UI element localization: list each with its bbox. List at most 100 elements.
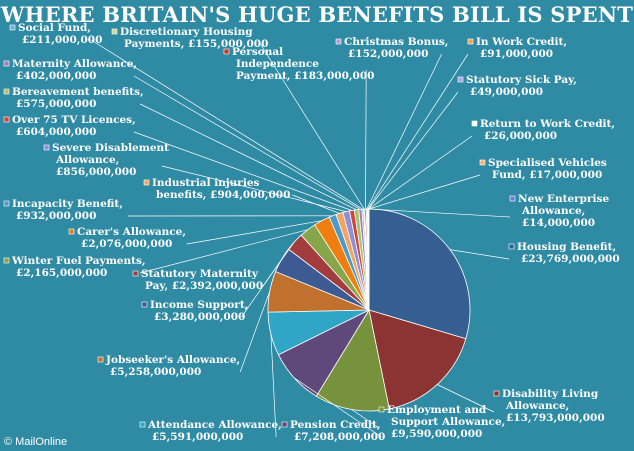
legend-key-square (9, 24, 16, 31)
data-label: Christmas Bonus, (344, 36, 448, 48)
data-label: Allowance, (55, 154, 119, 166)
legend-key-square (457, 76, 464, 83)
data-label: Payment, £183,000,000 (236, 70, 374, 82)
data-label: Industrial injuries (152, 177, 260, 189)
data-label: Personal (232, 46, 283, 58)
data-label: £9,590,000,000 (391, 428, 482, 440)
legend-key-square (3, 116, 10, 123)
data-label: Incapacity Benefit, (12, 198, 123, 210)
leader-line (140, 229, 308, 274)
data-label: £402,000,000 (16, 70, 96, 82)
data-label: Severe Disablement (52, 142, 169, 154)
pie-label-disability-living-allowance: Disability LivingAllowance,£13,793,000,0… (437, 384, 605, 424)
legend-key-square (143, 179, 150, 186)
mailonline-credit: © MailOnline (4, 436, 68, 448)
leader-line (139, 103, 357, 211)
pie-label-carer-s-allowance: Carer's Allowance,£2,076,000,000 (68, 220, 322, 250)
legend-key-square (479, 159, 486, 166)
leader-line (368, 135, 473, 210)
data-label: In Work Credit, (476, 36, 567, 48)
data-label: Independence (236, 58, 319, 70)
pie-slice-housing-benefit (368, 208, 471, 340)
data-label: £23,769,000,000 (521, 253, 620, 265)
pie-label-winter-fuel-payments: Winter Fuel Payments,£2,165,000,000 (3, 229, 308, 279)
leader-line (368, 208, 511, 218)
data-label: £152,000,000 (348, 48, 428, 60)
data-label: Jobseeker's Allowance, (105, 354, 240, 366)
data-label: Social Fund, (18, 22, 91, 34)
data-label: £26,000,000 (484, 130, 557, 142)
data-label: £5,258,000,000 (110, 366, 201, 378)
legend-key-square (508, 243, 515, 250)
leader-line (186, 220, 322, 245)
legend-key-square (97, 356, 104, 363)
leader-line (161, 165, 347, 212)
chart-title: WHERE BRITAIN'S HUGE BENEFITS BILL IS SP… (0, 2, 634, 27)
data-label: Discretionary Housing (120, 26, 253, 38)
data-label: benefits, £904,000,000 (156, 189, 290, 201)
legend-key-square (223, 48, 230, 55)
pie-label-statutory-sick-pay: Statutory Sick Pay,£49,000,000 (368, 74, 577, 210)
legend-key-square (3, 88, 10, 95)
legend-key-square (3, 200, 10, 207)
data-label: Payments, £155,000,000 (124, 38, 268, 50)
data-label: £14,000,000 (522, 217, 595, 229)
legend-key-square (111, 28, 118, 35)
data-label: Employment and (387, 404, 487, 416)
data-label: £604,000,000 (16, 126, 96, 138)
pie-label-income-support: Income Support,£3,280,000,000 (141, 259, 282, 323)
data-label: Housing Benefit, (517, 241, 616, 253)
data-label: Return to Work Credit, (480, 118, 615, 130)
legend-key-square (493, 390, 500, 397)
leader-line (368, 174, 481, 210)
data-label: Pay, £2,392,000,000 (145, 280, 263, 292)
data-label: £3,280,000,000 (154, 311, 245, 323)
pie-label-jobseeker-s-allowance: Jobseeker's Allowance,£5,258,000,000 (97, 291, 271, 378)
legend-key-square (132, 270, 139, 277)
legend-key-square (471, 120, 478, 127)
pie-label-bereavement-benefits: Bereavement benefits,£575,000,000 (3, 86, 357, 211)
data-label: £91,000,000 (480, 48, 553, 60)
data-label: £13,793,000,000 (506, 412, 605, 424)
leader-line (437, 384, 495, 413)
data-label: Bereavement benefits, (12, 86, 144, 98)
leader-line (91, 39, 363, 210)
legend-key-square (467, 38, 474, 45)
pie-label-in-work-credit: In Work Credit,£91,000,000 (367, 36, 567, 210)
leader-line (449, 249, 510, 260)
leader-line (351, 409, 380, 429)
leader-line (294, 377, 382, 438)
data-label: Maternity Allowance, (12, 58, 137, 70)
data-label: Winter Fuel Payments, (11, 255, 146, 267)
legend-key-square (378, 406, 385, 413)
legend-key-square (3, 257, 10, 264)
pie-label-housing-benefit: Housing Benefit,£23,769,000,000 (449, 241, 620, 265)
data-label: Attendance Allowance, (147, 419, 282, 431)
pie-label-social-fund: Social Fund,£211,000,000 (9, 22, 363, 210)
legend-key-square (3, 60, 10, 67)
data-label: Pension Credit, (290, 419, 381, 431)
legend-key-square (141, 301, 148, 308)
pie-label-return-to-work-credit: Return to Work Credit,£26,000,000 (368, 118, 615, 210)
pie-label-christmas-bonus: Christmas Bonus,£152,000,000 (335, 36, 448, 210)
legend-key-square (281, 421, 288, 428)
data-label: Income Support, (150, 299, 248, 311)
data-label: £7,208,000,000 (294, 431, 385, 443)
legend-key-square (43, 144, 50, 151)
data-label: Support Allowance, (391, 416, 505, 428)
data-label: Disability Living (502, 388, 599, 400)
data-label: Fund, £17,000,000 (492, 169, 602, 181)
leader-line (262, 241, 295, 287)
pie-label-attendance-allowance: Attendance Allowance,£5,591,000,000 (139, 333, 282, 443)
data-label: £2,165,000,000 (16, 267, 107, 279)
